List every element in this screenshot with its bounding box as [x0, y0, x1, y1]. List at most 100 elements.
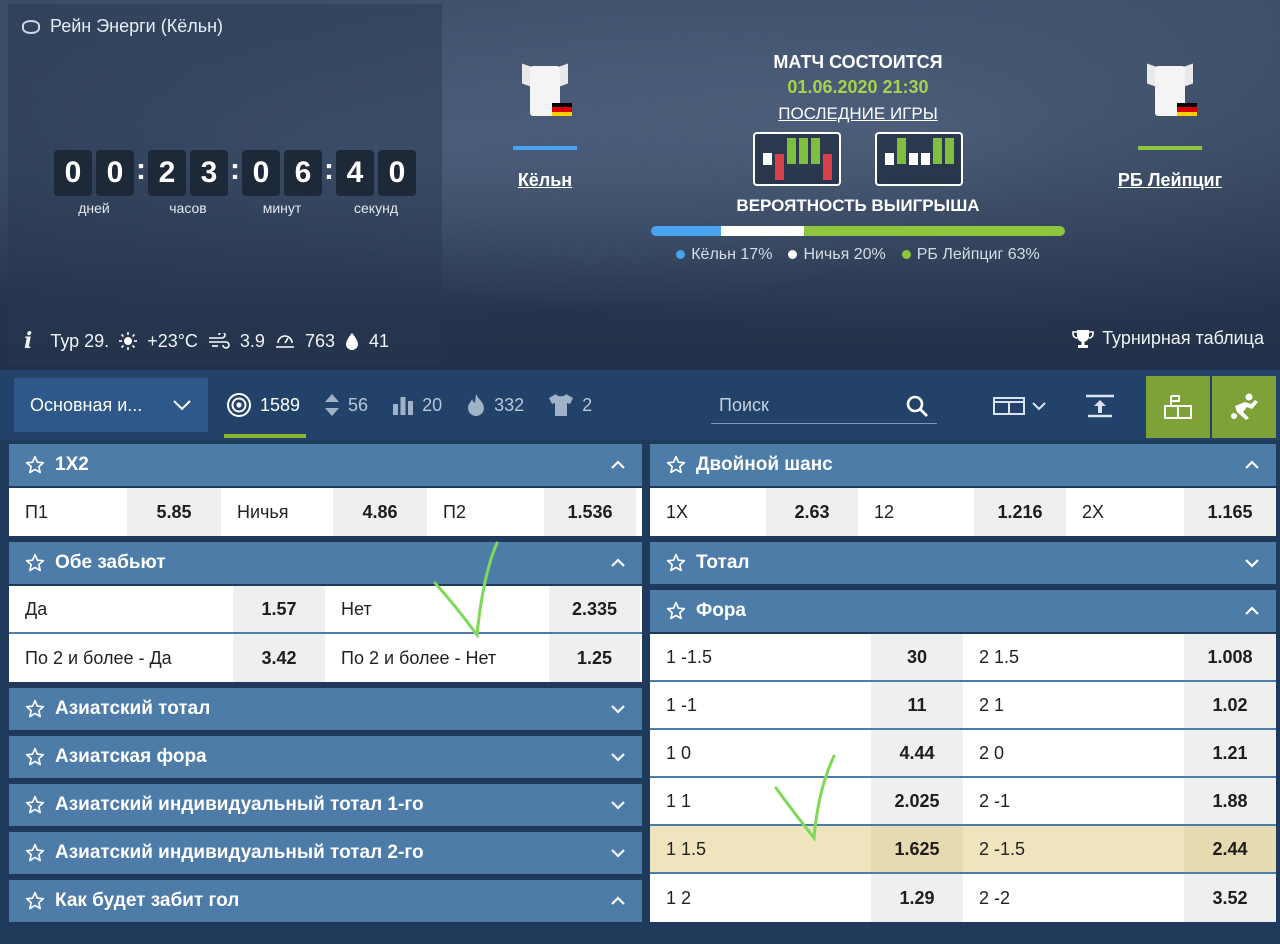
filter-fire[interactable]: 332 [466, 370, 524, 440]
odds-button[interactable]: 1.216 [974, 488, 1066, 536]
market-header[interactable]: Тотал [650, 542, 1276, 584]
market-group-select[interactable]: Основная и... [14, 378, 208, 432]
outcome-name[interactable]: 2 -1.5 [963, 826, 1184, 872]
outcome-name[interactable]: 2X [1066, 488, 1184, 536]
star-icon[interactable] [25, 699, 45, 719]
odds-button[interactable]: 30 [871, 634, 963, 680]
outcome-name[interactable]: 2 0 [963, 730, 1184, 776]
chevron-up-icon[interactable] [1244, 460, 1260, 470]
probability-segment-draw [721, 226, 805, 236]
market-header[interactable]: Азиатская фора [9, 736, 642, 778]
match-info: i Тур 29. +23°C 3.9 763 41 [24, 328, 389, 354]
outcome-name[interactable]: По 2 и более - Нет [325, 634, 549, 682]
odds-button[interactable]: 1.625 [871, 826, 963, 872]
filter-stats-bars[interactable]: 20 [392, 370, 442, 440]
star-icon[interactable] [666, 601, 686, 621]
field-view-button[interactable] [1146, 376, 1210, 438]
team-home-name[interactable]: Кёльн [517, 170, 573, 190]
odds-button[interactable]: 1.02 [1184, 682, 1276, 728]
market-header[interactable]: Обе забьют [9, 542, 642, 584]
star-icon[interactable] [25, 795, 45, 815]
outcome-name[interactable]: Нет [325, 586, 549, 632]
markets-right-column: Двойной шанс 1X 2.63 12 1.216 2X 1.165 Тотал Фор… [650, 444, 1276, 922]
search-input[interactable]: Поиск [711, 388, 937, 424]
star-icon[interactable] [666, 455, 686, 475]
humidity-icon [346, 333, 358, 350]
outcome-name[interactable]: 1 1 [650, 778, 871, 824]
market-header[interactable]: Азиатский индивидуальный тотал 2-го [9, 832, 642, 874]
outcome-name[interactable]: 1 -1.5 [650, 634, 871, 680]
outcome-name[interactable]: 1X [650, 488, 766, 536]
outcome-name[interactable]: П1 [9, 488, 127, 536]
odds-button[interactable]: 1.29 [871, 874, 963, 922]
odds-button[interactable]: 2.335 [549, 586, 640, 632]
odds-button[interactable]: 1.88 [1184, 778, 1276, 824]
chevron-down-icon[interactable] [610, 752, 626, 762]
last-games-link[interactable]: ПОСЛЕДНИЕ ИГРЫ [778, 104, 938, 123]
chevron-up-icon[interactable] [610, 896, 626, 906]
outcome-name[interactable]: 1 0 [650, 730, 871, 776]
layout-columns-button[interactable] [990, 388, 1050, 424]
odds-button[interactable]: 2.63 [766, 488, 858, 536]
chevron-down-icon[interactable] [610, 704, 626, 714]
odds-button[interactable]: 1.21 [1184, 730, 1276, 776]
outcome-name[interactable]: 1 -1 [650, 682, 871, 728]
odds-button[interactable]: 11 [871, 682, 963, 728]
odds-button[interactable]: 3.42 [233, 634, 325, 682]
market-header[interactable]: Азиатский тотал [9, 688, 642, 730]
star-icon[interactable] [25, 455, 45, 475]
outcome-name[interactable]: Ничья [221, 488, 333, 536]
odds-button[interactable]: 1.25 [549, 634, 640, 682]
star-icon[interactable] [25, 843, 45, 863]
outcome-name[interactable]: П2 [427, 488, 544, 536]
filter-target[interactable]: 1589 [223, 370, 307, 440]
market-header[interactable]: Двойной шанс [650, 444, 1276, 486]
odds-button[interactable]: 3.52 [1184, 874, 1276, 922]
odds-button[interactable]: 1.008 [1184, 634, 1276, 680]
live-tracker-button[interactable] [1212, 376, 1276, 438]
market-header[interactable]: Фора [650, 590, 1276, 632]
team-home-form[interactable] [753, 132, 841, 186]
pressure: 763 [304, 330, 335, 351]
outcome-name[interactable]: По 2 и более - Да [9, 634, 233, 682]
chevron-up-icon[interactable] [610, 460, 626, 470]
market-header[interactable]: Азиатский индивидуальный тотал 1-го [9, 784, 642, 826]
odds-button[interactable]: 5.85 [127, 488, 221, 536]
tournament-table-link[interactable]: Турнирная таблица [1072, 328, 1264, 349]
chevron-up-icon[interactable] [1244, 606, 1260, 616]
outcome-name[interactable]: 2 1 [963, 682, 1184, 728]
info-icon[interactable]: i [24, 328, 33, 354]
outcome-name[interactable]: 2 -2 [963, 874, 1184, 922]
odds-button[interactable]: 2.025 [871, 778, 963, 824]
market-title: Двойной шанс [696, 454, 833, 475]
star-icon[interactable] [25, 891, 45, 911]
search-icon[interactable] [905, 394, 929, 418]
star-icon[interactable] [25, 747, 45, 767]
odds-button[interactable]: 4.44 [871, 730, 963, 776]
chevron-down-icon[interactable] [610, 848, 626, 858]
team-home-color-line [513, 146, 577, 150]
market-header[interactable]: Как будет забит гол [9, 880, 642, 922]
chevron-down-icon[interactable] [610, 800, 626, 810]
outcome-name[interactable]: Да [9, 586, 233, 632]
outcome-name[interactable]: 12 [858, 488, 974, 536]
star-icon[interactable] [25, 553, 45, 573]
team-away-form[interactable] [875, 132, 963, 186]
outcome-name[interactable]: 2 -1 [963, 778, 1184, 824]
odds-button[interactable]: 1.165 [1184, 488, 1276, 536]
market-header[interactable]: 1X2 [9, 444, 642, 486]
odds-button[interactable]: 1.536 [544, 488, 636, 536]
odds-button[interactable]: 1.57 [233, 586, 325, 632]
outcome-name[interactable]: 1 2 [650, 874, 871, 922]
filter-sort[interactable]: 56 [324, 370, 368, 440]
chevron-down-icon[interactable] [1244, 558, 1260, 568]
star-icon[interactable] [666, 553, 686, 573]
chevron-up-icon[interactable] [610, 558, 626, 568]
odds-button[interactable]: 4.86 [333, 488, 427, 536]
odds-button[interactable]: 2.44 [1184, 826, 1276, 872]
collapse-all-button[interactable] [1082, 388, 1118, 424]
filter-shirt[interactable]: 2 [548, 370, 592, 440]
outcome-name[interactable]: 1 1.5 [650, 826, 871, 872]
outcome-name[interactable]: 2 1.5 [963, 634, 1184, 680]
team-away-name[interactable]: РБ Лейпциг [1117, 170, 1223, 190]
